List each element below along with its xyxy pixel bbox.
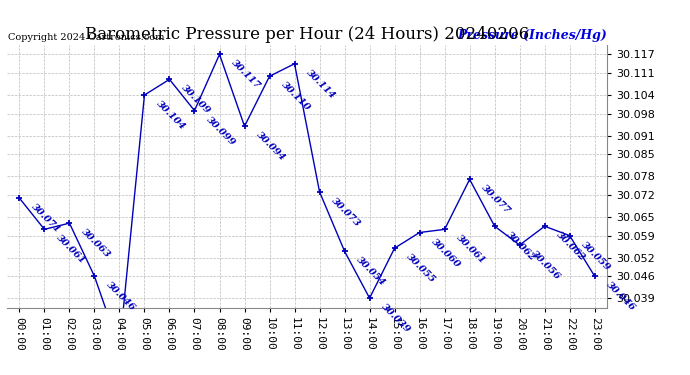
- Text: 30.062: 30.062: [504, 230, 537, 263]
- Text: 30.046: 30.046: [104, 280, 137, 313]
- Text: 30.071: 30.071: [29, 202, 61, 235]
- Text: 30.073: 30.073: [329, 196, 362, 229]
- Text: 30.046: 30.046: [604, 280, 637, 313]
- Text: 30.094: 30.094: [254, 130, 287, 163]
- Text: 30.059: 30.059: [580, 240, 612, 272]
- Text: 30.077: 30.077: [480, 183, 512, 216]
- Text: 30.060: 30.060: [429, 237, 462, 269]
- Text: 30.063: 30.063: [79, 227, 112, 260]
- Text: 30.117: 30.117: [229, 58, 262, 91]
- Text: 30.104: 30.104: [154, 99, 187, 132]
- Text: 30.056: 30.056: [529, 249, 562, 282]
- Text: 30.061: 30.061: [54, 234, 87, 266]
- Text: 30.062: 30.062: [554, 230, 587, 263]
- Title: Barometric Pressure per Hour (24 Hours) 20240206: Barometric Pressure per Hour (24 Hours) …: [85, 27, 529, 44]
- Text: 30.039: 30.039: [380, 302, 412, 335]
- Text: 30.110: 30.110: [279, 80, 312, 113]
- Text: 30.054: 30.054: [354, 255, 387, 288]
- Text: 30.109: 30.109: [179, 84, 212, 116]
- Text: 30.023: 30.023: [0, 374, 1, 375]
- Text: 30.055: 30.055: [404, 252, 437, 285]
- Text: Copyright 2024 Cartronics.com: Copyright 2024 Cartronics.com: [8, 33, 164, 42]
- Text: 30.114: 30.114: [304, 68, 337, 100]
- Text: 30.099: 30.099: [204, 115, 237, 147]
- Text: 30.061: 30.061: [454, 234, 487, 266]
- Text: Pressure (Inches/Hg): Pressure (Inches/Hg): [457, 29, 607, 42]
